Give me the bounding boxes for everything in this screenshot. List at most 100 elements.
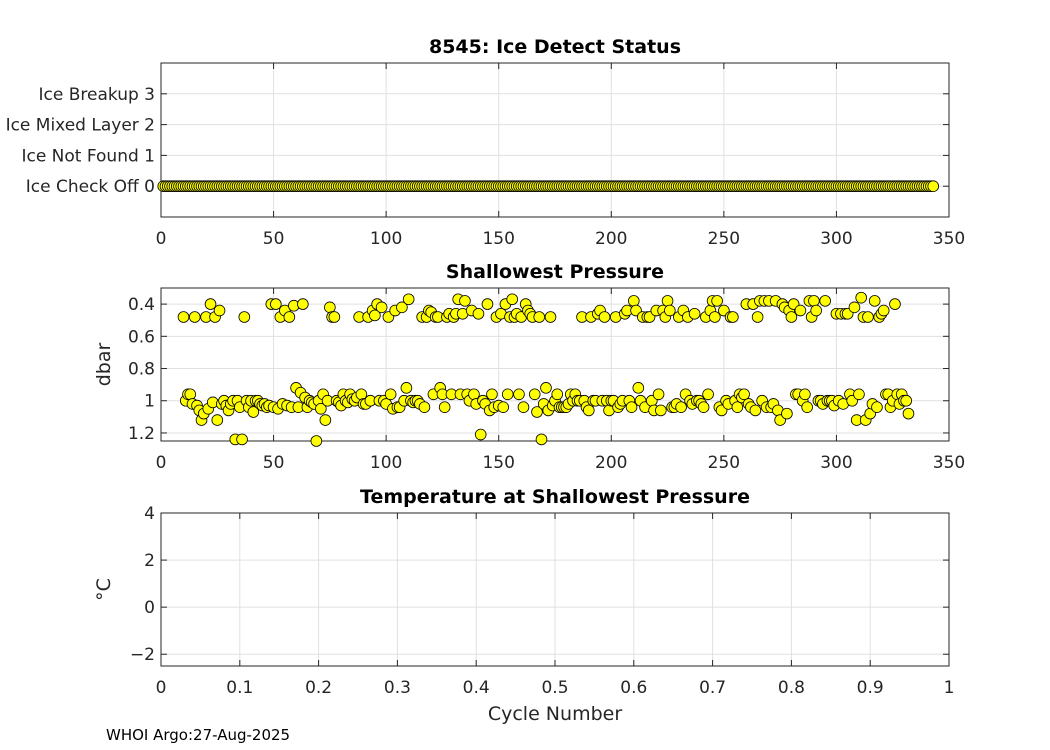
axes2-data-point (540, 382, 552, 394)
axes2-data-point (506, 293, 519, 306)
axes2-data-point (785, 311, 798, 323)
axes2-y-axis-label: dbar (93, 343, 115, 387)
axes1-y-tick-label: Ice Breakup 3 (39, 85, 156, 105)
axes3-x-tick-label: 0.6 (620, 678, 647, 698)
axes2-data-point (211, 414, 224, 426)
axes1-x-tick-label: 350 (933, 229, 965, 249)
axes2-data-point (738, 388, 750, 401)
ice-detect-status-axes: 0 50 100 150 200 250 300 350 Ice Check Off 0 Ice … (6, 36, 966, 249)
axes2-data-point (808, 295, 820, 307)
axes3-y-tick-label: 0 (144, 598, 155, 618)
axes2-data-point (531, 406, 543, 418)
axes2-data-point (533, 311, 546, 323)
axes2-x-tick-label: 350 (933, 453, 965, 473)
axes2-data-point (297, 298, 309, 310)
axes2-data-point (283, 311, 296, 323)
axes2-y-tick-label: 1 (144, 392, 155, 412)
axes3-y-tick-label: 4 (144, 504, 155, 524)
axes3-title: Temperature at Shallowest Pressure (360, 486, 750, 508)
axes2-data-point (396, 301, 408, 314)
axes2-data-point (204, 298, 217, 310)
axes3-x-tick-label: 0 (156, 678, 167, 698)
axes2-data-point (627, 295, 640, 307)
axes1-plot-area (161, 63, 949, 217)
axes2-data-point (497, 401, 510, 413)
axes2-data-point (402, 293, 415, 306)
axes2-data-point (902, 407, 915, 420)
axes2-data-point (535, 433, 548, 446)
axes1-x-tick-label: 250 (708, 229, 740, 249)
axes3-y-axis-label: °C (93, 578, 115, 601)
axes2-y-tick-label: 0.8 (128, 360, 155, 380)
axes1-x-tick-label: 100 (370, 229, 402, 249)
axes2-data-point (598, 311, 611, 323)
axes2-x-tick-label: 0 (156, 453, 167, 473)
axes3-x-tick-label: 0.4 (463, 678, 490, 698)
axes2-data-point (702, 388, 714, 401)
axes2-data-point (438, 401, 451, 413)
axes2-x-tick-label: 300 (820, 453, 852, 473)
axes2-data-point (900, 394, 913, 407)
axes3-y-tick-label: −2 (130, 645, 155, 665)
footer-note: WHOI Argo:27-Aug-2025 (106, 726, 291, 744)
axes2-data-point (819, 295, 831, 307)
axes2-data-point (481, 298, 494, 310)
axes2-data-point (810, 304, 822, 317)
axes2-x-tick-label: 150 (482, 453, 514, 473)
axes3-x-tick-label: 0.9 (857, 678, 884, 698)
axes2-data-point (459, 295, 471, 307)
axes2-data-point (652, 388, 665, 401)
axes2-data-point (384, 388, 397, 401)
axes1-x-tick-label: 300 (820, 229, 852, 249)
axes2-frame (160, 287, 950, 442)
axes2-data-point (727, 311, 739, 323)
axes2-data-point (375, 301, 388, 314)
axes2-data-point (853, 388, 865, 401)
axes3-x-tick-label: 0.8 (778, 678, 805, 698)
axes1-y-tick-label: Ice Check Off 0 (26, 177, 155, 197)
axes2-data-point (877, 304, 890, 317)
axes2-data-point (661, 295, 674, 307)
axes2-x-tick-label: 250 (708, 453, 740, 473)
axes1-data-point (927, 180, 940, 193)
axes2-data-point (582, 404, 595, 417)
axes2-data-point (749, 404, 762, 417)
axes2-data-point (664, 304, 676, 317)
axes2-data-point (501, 388, 514, 401)
axes2-y-tick-label: 0.4 (128, 295, 155, 315)
axes2-data-point (551, 388, 564, 401)
axes2-data-point (709, 311, 721, 323)
axes2-data-point (328, 311, 341, 323)
axes2-data-point (848, 301, 861, 314)
axes2-data-point (213, 304, 226, 317)
axes2-data-point (324, 301, 336, 314)
axes2-data-point (799, 388, 811, 401)
axes2-data-point (236, 433, 248, 446)
axes1-x-tick-label: 200 (595, 229, 627, 249)
axes2-title: Shallowest Pressure (446, 261, 664, 283)
axes2-y-tick-label: 0.6 (128, 327, 155, 347)
axes2-data-point (544, 311, 557, 323)
axes2-data-point (625, 401, 638, 413)
axes2-data-point (474, 428, 487, 441)
axes1-x-tick-label: 0 (156, 229, 167, 249)
axes3-x-tick-label: 0.2 (305, 678, 332, 698)
axes2-data-point (400, 382, 413, 394)
axes2-data-point (517, 401, 530, 413)
axes2-data-point (270, 298, 282, 310)
axes2-data-point (889, 298, 901, 310)
axes2-data-point (418, 401, 431, 413)
axes2-data-point (794, 304, 807, 317)
temperature-axes: 0 0.1 0.2 0.3 0.4 0.5 0.6 0.7 0.8 0.9 1−2024Temper… (93, 486, 954, 725)
axes3-x-axis-label: Cycle Number (488, 703, 622, 725)
axes3-x-tick-label: 1 (944, 678, 955, 698)
axes2-data-point (315, 402, 327, 415)
axes2-data-point (310, 435, 323, 447)
axes2-data-point (632, 382, 645, 394)
axes2-data-point (731, 401, 744, 413)
axes2-data-point (655, 404, 667, 417)
axes2-data-point (184, 388, 197, 401)
axes1-title: 8545: Ice Detect Status (429, 36, 681, 58)
axes2-data-point (675, 401, 687, 413)
axes2-x-tick-label: 200 (595, 453, 627, 473)
